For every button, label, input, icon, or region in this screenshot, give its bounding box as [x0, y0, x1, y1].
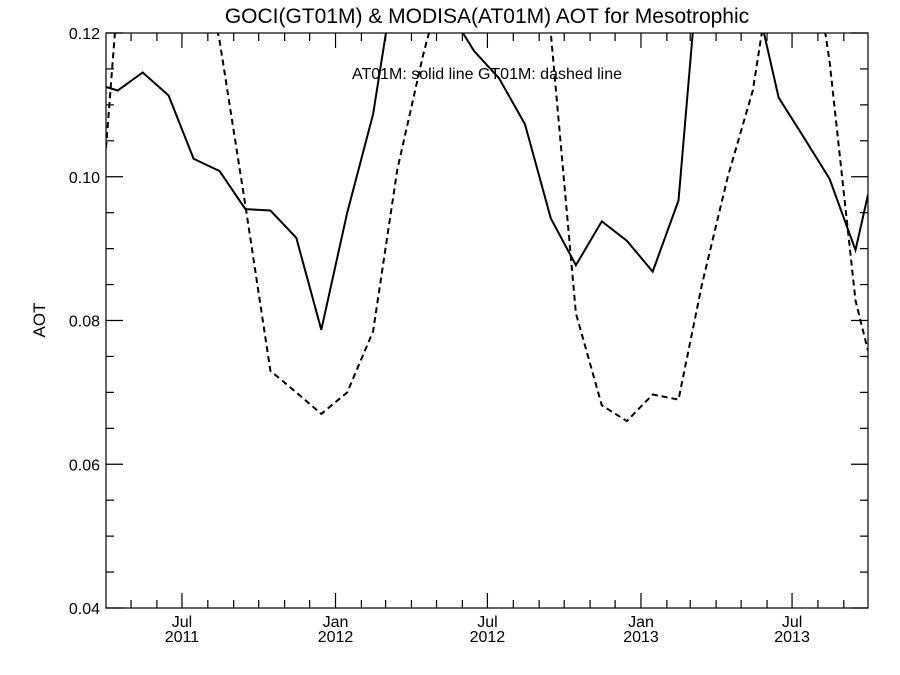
- chart-title: GOCI(GT01M) & MODISA(AT01M) AOT for Meso…: [225, 5, 749, 28]
- x-tick-month-label: Jul: [477, 614, 497, 631]
- x-tick-month-label: Jan: [628, 614, 654, 631]
- plot-frame: [105, 32, 869, 609]
- plot-area: [106, 33, 868, 423]
- series-legend-annotation: AT01M: solid line GT01M: dashed line: [352, 66, 622, 83]
- tick-labels: 0.040.060.080.100.12Jul2011Jan2012Jul201…: [69, 26, 810, 646]
- x-tick-month-label: Jul: [782, 614, 802, 631]
- y-tick-label: 0.06: [69, 457, 100, 474]
- x-tick-year-label: 2012: [318, 629, 354, 646]
- x-tick-month-label: Jul: [172, 614, 192, 631]
- x-tick-month-label: Jan: [323, 614, 349, 631]
- x-tick-year-label: 2013: [623, 629, 659, 646]
- x-tick-year-label: 2012: [470, 629, 506, 646]
- x-tick-year-label: 2013: [774, 629, 810, 646]
- axis-ticks: [106, 32, 868, 609]
- series-line-at01m: [106, 33, 868, 331]
- y-tick-label: 0.04: [69, 601, 100, 618]
- y-axis-label: AOT: [30, 303, 49, 338]
- y-tick-label: 0.10: [69, 170, 100, 187]
- y-tick-label: 0.08: [69, 314, 100, 331]
- series-line-gt01m: [106, 33, 868, 423]
- x-tick-year-label: 2011: [165, 629, 200, 646]
- y-tick-label: 0.12: [69, 26, 100, 43]
